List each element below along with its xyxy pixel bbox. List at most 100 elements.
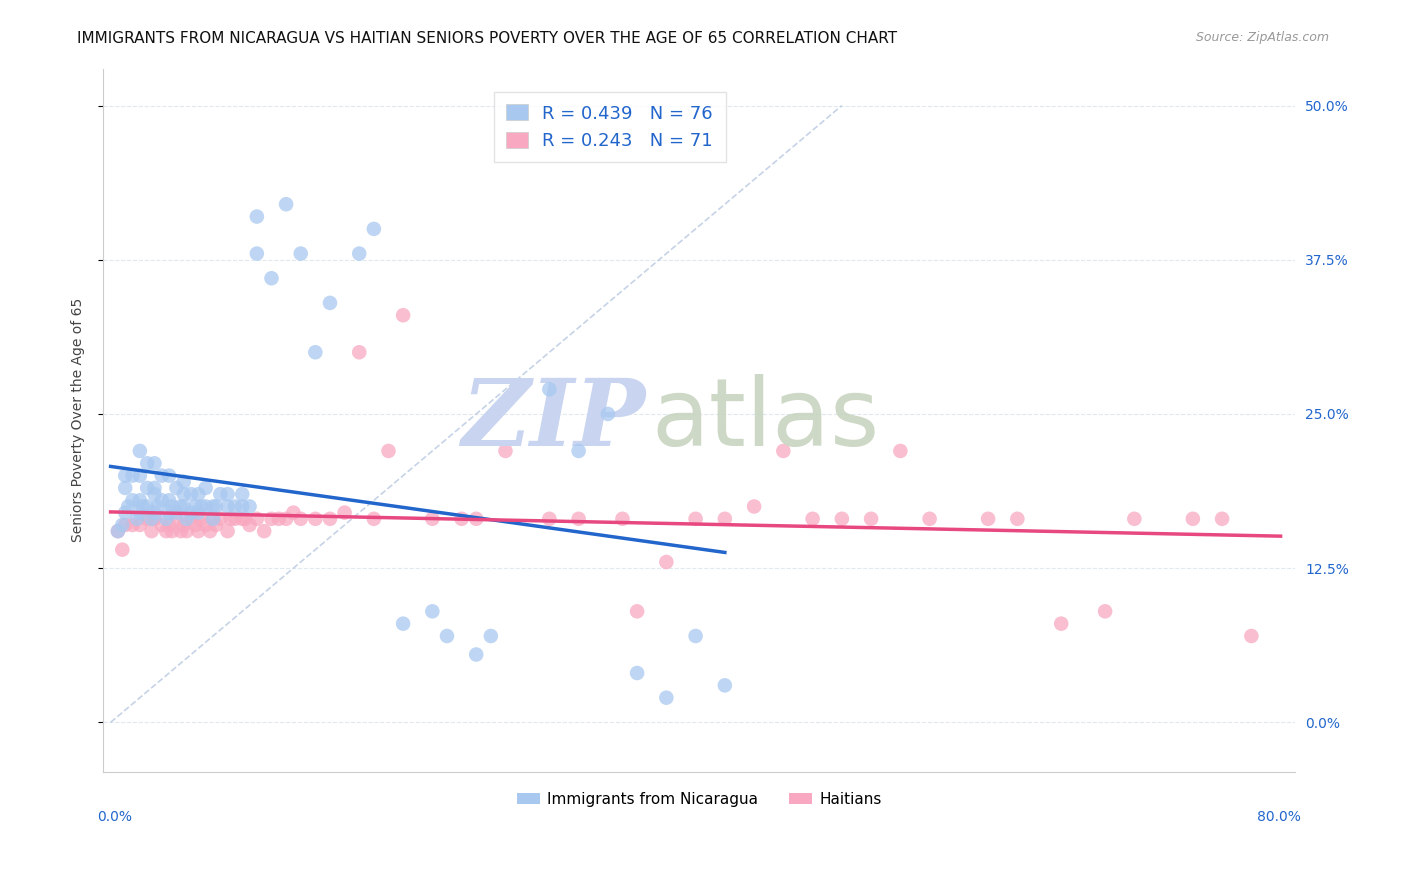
- Point: [170, 500, 193, 514]
- Y-axis label: Seniors Poverty Over the Age of 65: Seniors Poverty Over the Age of 65: [72, 298, 86, 542]
- Point: [217, 524, 239, 538]
- Legend: Immigrants from Nicaragua, Haitians: Immigrants from Nicaragua, Haitians: [510, 786, 889, 814]
- Point: [176, 512, 198, 526]
- Point: [465, 648, 488, 662]
- Point: [146, 500, 169, 514]
- Point: [450, 512, 472, 526]
- Point: [538, 382, 561, 396]
- Point: [1050, 616, 1073, 631]
- Point: [392, 308, 415, 322]
- Point: [219, 512, 242, 526]
- Point: [274, 512, 297, 526]
- Point: [150, 493, 173, 508]
- Point: [772, 444, 794, 458]
- Point: [685, 629, 707, 643]
- Point: [141, 524, 163, 538]
- Point: [224, 500, 246, 514]
- Point: [495, 444, 517, 458]
- Point: [436, 629, 458, 643]
- Point: [392, 616, 415, 631]
- Point: [742, 500, 765, 514]
- Point: [173, 475, 195, 489]
- Point: [187, 487, 209, 501]
- Point: [319, 512, 342, 526]
- Point: [217, 500, 239, 514]
- Point: [479, 629, 502, 643]
- Point: [160, 524, 183, 538]
- Point: [267, 512, 290, 526]
- Point: [111, 542, 134, 557]
- Point: [568, 512, 591, 526]
- Point: [1123, 512, 1146, 526]
- Point: [860, 512, 883, 526]
- Point: [201, 500, 224, 514]
- Point: [128, 468, 150, 483]
- Point: [918, 512, 941, 526]
- Point: [143, 481, 166, 495]
- Point: [714, 512, 737, 526]
- Point: [231, 500, 253, 514]
- Point: [128, 444, 150, 458]
- Point: [165, 506, 187, 520]
- Point: [685, 512, 707, 526]
- Point: [117, 500, 139, 514]
- Point: [136, 500, 159, 514]
- Point: [246, 512, 269, 526]
- Point: [107, 524, 129, 538]
- Text: ZIP: ZIP: [461, 376, 645, 465]
- Point: [231, 487, 253, 501]
- Point: [568, 444, 591, 458]
- Point: [150, 468, 173, 483]
- Point: [121, 518, 143, 533]
- Point: [538, 512, 561, 526]
- Point: [363, 512, 385, 526]
- Point: [377, 444, 399, 458]
- Point: [347, 345, 370, 359]
- Point: [304, 345, 326, 359]
- Point: [714, 678, 737, 692]
- Point: [198, 524, 221, 538]
- Point: [231, 512, 253, 526]
- Point: [136, 512, 159, 526]
- Point: [626, 665, 648, 680]
- Point: [121, 468, 143, 483]
- Point: [114, 518, 136, 533]
- Point: [157, 518, 180, 533]
- Point: [128, 518, 150, 533]
- Point: [246, 210, 269, 224]
- Point: [253, 524, 276, 538]
- Point: [1094, 604, 1116, 618]
- Point: [596, 407, 619, 421]
- Point: [128, 493, 150, 508]
- Point: [128, 506, 150, 520]
- Point: [121, 493, 143, 508]
- Text: 0.0%: 0.0%: [97, 810, 132, 824]
- Point: [209, 512, 232, 526]
- Point: [801, 512, 824, 526]
- Point: [260, 512, 283, 526]
- Point: [422, 604, 444, 618]
- Point: [347, 246, 370, 260]
- Point: [184, 518, 207, 533]
- Point: [201, 512, 224, 526]
- Point: [165, 481, 187, 495]
- Point: [143, 487, 166, 501]
- Point: [136, 481, 159, 495]
- Point: [238, 500, 260, 514]
- Point: [160, 500, 183, 514]
- Point: [626, 604, 648, 618]
- Point: [173, 487, 195, 501]
- Point: [333, 506, 356, 520]
- Point: [114, 468, 136, 483]
- Point: [157, 493, 180, 508]
- Point: [465, 512, 488, 526]
- Point: [977, 512, 1000, 526]
- Point: [184, 500, 207, 514]
- Point: [143, 512, 166, 526]
- Point: [224, 512, 246, 526]
- Point: [194, 518, 217, 533]
- Point: [205, 500, 228, 514]
- Point: [114, 481, 136, 495]
- Point: [114, 506, 136, 520]
- Point: [136, 456, 159, 470]
